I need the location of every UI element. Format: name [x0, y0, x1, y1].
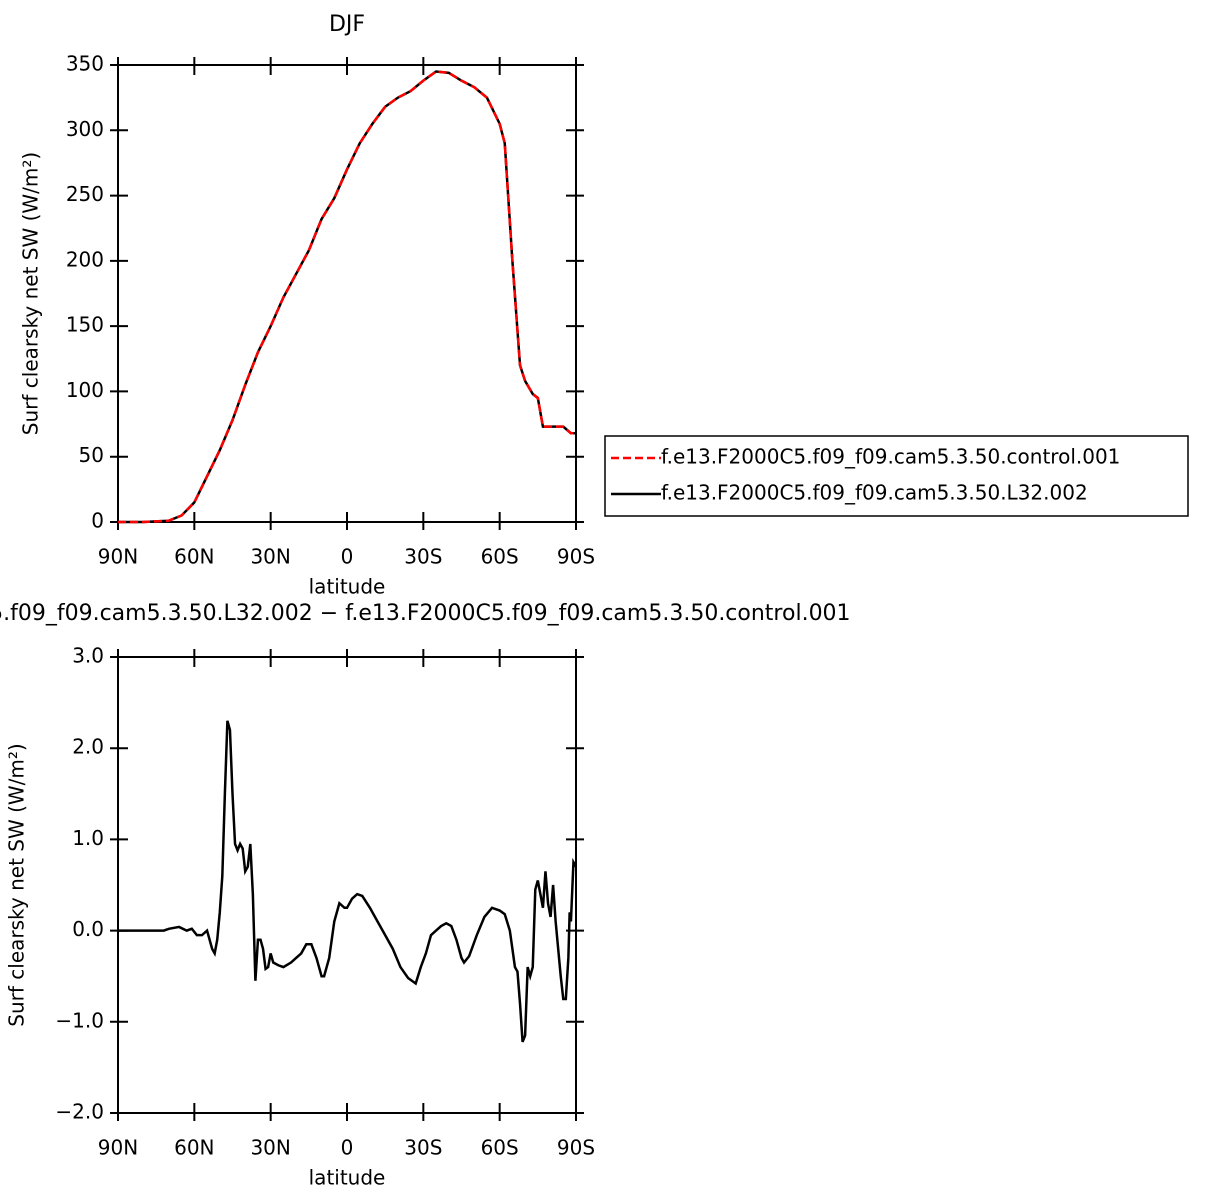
y-tick-label: 250: [66, 182, 104, 206]
x-tick-label: 90S: [557, 545, 595, 569]
x-tick-label: 30N: [250, 545, 290, 569]
y-tick-label: 1.0: [72, 826, 104, 850]
x-tick-label: 0: [341, 1136, 354, 1160]
y-axis-label: Surf clearsky net SW (W/m²): [5, 743, 29, 1026]
y-tick-label: 3.0: [72, 644, 104, 668]
y-tick-label: 350: [66, 52, 104, 76]
x-tick-label: 60S: [481, 1136, 519, 1160]
x-tick-label: 30S: [404, 545, 442, 569]
legend-label: f.e13.F2000C5.f09_f09.cam5.3.50.control.…: [661, 445, 1120, 469]
x-tick-label: 90N: [98, 545, 138, 569]
y-tick-label: 100: [66, 378, 104, 402]
x-tick-label: 90N: [98, 1136, 138, 1160]
series-line: [118, 70, 576, 524]
plot-frame: [117, 64, 577, 523]
x-tick-label: 60N: [174, 545, 214, 569]
x-tick-label: 60S: [481, 545, 519, 569]
y-tick-label: 300: [66, 117, 104, 141]
x-tick-label: 30N: [250, 1136, 290, 1160]
y-tick-label: −1.0: [55, 1008, 104, 1032]
chart-title: DJF: [329, 12, 365, 37]
plot-frame: [117, 656, 577, 1114]
legend-box: [604, 435, 1189, 517]
x-tick-label: 90S: [557, 1136, 595, 1160]
y-tick-label: 2.0: [72, 735, 104, 759]
y-tick-label: 50: [79, 443, 104, 467]
x-tick-label: 60N: [174, 1136, 214, 1160]
x-tick-label: 0: [341, 545, 354, 569]
y-tick-label: 200: [66, 247, 104, 271]
x-tick-label: 30S: [404, 1136, 442, 1160]
chart-title: f.e13.F2000C5.f09_f09.cam5.3.50.L32.002 …: [0, 601, 851, 626]
y-tick-label: −2.0: [55, 1100, 104, 1124]
legend-label: f.e13.F2000C5.f09_f09.cam5.3.50.L32.002: [661, 481, 1088, 505]
series-line: [118, 70, 576, 524]
x-axis-label: latitude: [309, 1166, 386, 1190]
y-axis-label: Surf clearsky net SW (W/m²): [19, 152, 43, 435]
x-axis-label: latitude: [309, 575, 386, 599]
y-tick-label: 0: [91, 509, 104, 533]
y-tick-label: 0.0: [72, 917, 104, 941]
y-tick-label: 150: [66, 313, 104, 337]
series-line: [118, 720, 578, 1043]
